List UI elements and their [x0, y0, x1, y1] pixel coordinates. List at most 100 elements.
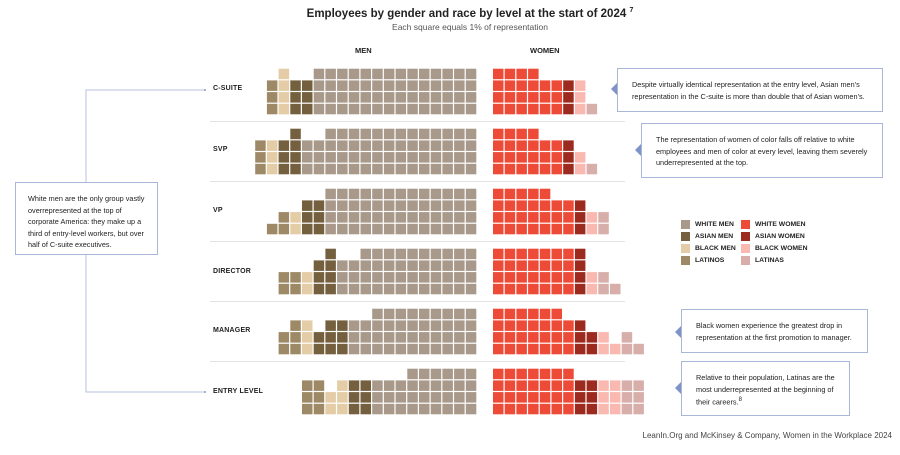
square-white-men	[430, 128, 442, 140]
square-latinos	[278, 223, 290, 235]
square-white-men	[325, 152, 336, 163]
square-white-men	[465, 403, 477, 415]
square-white-women	[493, 128, 504, 140]
square-white-women	[493, 283, 504, 295]
square-white-women	[516, 163, 527, 175]
square-white-men	[442, 332, 453, 343]
square-white-men	[360, 212, 371, 223]
square-white-women	[563, 392, 574, 403]
square-white-women	[528, 212, 539, 223]
square-white-men	[337, 212, 348, 223]
square-white-women	[493, 152, 504, 163]
square-white-men	[325, 92, 336, 103]
square-white-men	[419, 188, 430, 200]
square-white-men	[465, 212, 477, 223]
square-white-men	[348, 283, 360, 295]
square-white-men	[442, 343, 453, 355]
square-white-men	[383, 320, 395, 331]
square-white-men	[419, 380, 430, 391]
square-white-women	[528, 152, 539, 163]
square-white-women	[493, 188, 504, 200]
square-asian-men	[348, 380, 360, 391]
square-white-men	[454, 223, 465, 235]
square-white-women	[551, 152, 562, 163]
square-white-men	[419, 223, 430, 235]
square-asian-women	[563, 140, 574, 151]
square-asian-men	[313, 200, 325, 211]
square-white-women	[516, 260, 527, 271]
square-latinos	[266, 103, 278, 115]
square-white-men	[313, 80, 325, 91]
square-white-women	[528, 343, 539, 355]
square-white-men	[313, 140, 325, 151]
square-white-men	[442, 80, 453, 91]
square-white-men	[360, 343, 371, 355]
legend-label: WHITE WOMEN	[755, 220, 806, 228]
square-white-women	[504, 200, 516, 211]
square-white-men	[419, 272, 430, 283]
square-white-women	[504, 128, 516, 140]
square-white-men	[442, 368, 453, 380]
square-white-men	[430, 368, 442, 380]
square-white-women	[504, 380, 516, 391]
square-black-women	[598, 380, 609, 391]
square-black-women	[610, 343, 621, 355]
square-white-men	[360, 248, 371, 260]
square-white-men	[454, 380, 465, 391]
annotation-manager: Black women experience the greatest drop…	[681, 309, 868, 353]
square-white-men	[454, 128, 465, 140]
square-white-men	[419, 128, 430, 140]
square-white-men	[395, 212, 407, 223]
square-white-men	[395, 320, 407, 331]
square-white-men	[419, 392, 430, 403]
square-white-women	[493, 343, 504, 355]
square-white-men	[454, 332, 465, 343]
square-black-men	[302, 332, 313, 343]
square-white-men	[454, 320, 465, 331]
square-white-women	[551, 403, 562, 415]
square-white-men	[465, 368, 477, 380]
legend-label: BLACK MEN	[695, 244, 736, 252]
square-asian-men	[290, 92, 301, 103]
waffle-row-director	[278, 248, 621, 295]
square-white-women	[493, 368, 504, 380]
square-asian-men	[302, 80, 313, 91]
square-white-men	[407, 320, 418, 331]
square-white-men	[465, 188, 477, 200]
square-white-men	[313, 92, 325, 103]
square-white-women	[563, 200, 574, 211]
square-white-women	[504, 188, 516, 200]
square-white-women	[563, 380, 574, 391]
square-white-men	[465, 103, 477, 115]
square-asian-men	[325, 248, 336, 260]
square-white-men	[348, 343, 360, 355]
square-white-women	[528, 223, 539, 235]
square-white-men	[325, 68, 336, 80]
square-white-men	[454, 212, 465, 223]
square-white-men	[419, 283, 430, 295]
square-white-women	[539, 248, 551, 260]
level-label-vp: VP	[213, 207, 223, 214]
square-white-men	[465, 343, 477, 355]
square-white-women	[504, 92, 516, 103]
square-white-men	[372, 403, 383, 415]
square-white-women	[516, 392, 527, 403]
square-white-women	[551, 272, 562, 283]
pointer-icon	[611, 83, 617, 95]
square-asian-women	[563, 152, 574, 163]
row-divider	[210, 121, 625, 122]
square-white-men	[360, 92, 371, 103]
square-white-men	[419, 320, 430, 331]
square-white-men	[372, 248, 383, 260]
square-white-women	[551, 103, 562, 115]
square-asian-women	[574, 260, 586, 271]
square-white-men	[383, 103, 395, 115]
legend-swatch	[681, 255, 690, 265]
square-asian-men	[337, 320, 348, 331]
square-white-women	[539, 403, 551, 415]
square-black-women	[574, 103, 586, 115]
square-asian-men	[290, 128, 301, 140]
square-white-women	[528, 68, 539, 80]
row-divider	[210, 361, 625, 362]
square-white-men	[395, 200, 407, 211]
